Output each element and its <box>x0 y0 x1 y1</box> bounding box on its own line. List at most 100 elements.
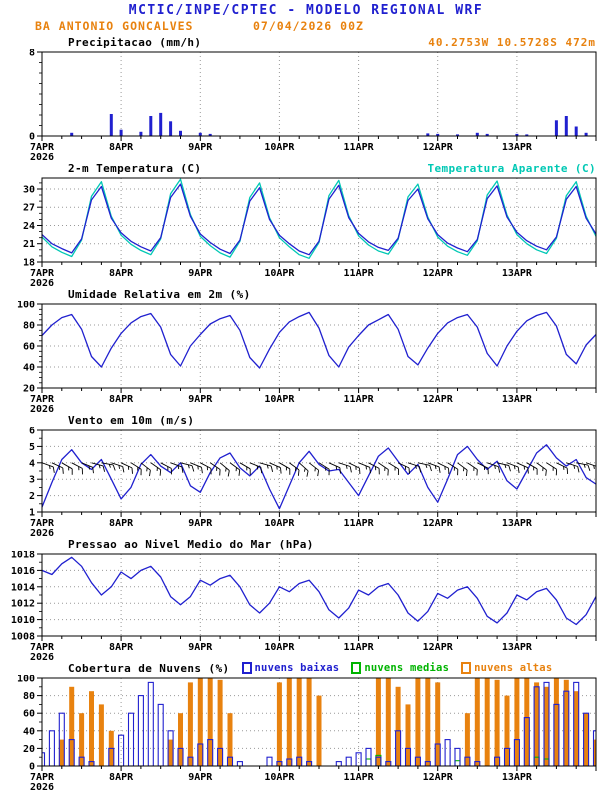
svg-text:7APR: 7APR <box>30 772 55 783</box>
svg-text:12APR: 12APR <box>423 394 454 405</box>
high-clouds-swatch-icon <box>461 662 472 674</box>
panel-title-wind: Vento em 10m (m/s) <box>68 413 195 427</box>
svg-text:2026: 2026 <box>30 782 54 790</box>
svg-text:27: 27 <box>23 203 35 214</box>
panel-title-temperature: 2-m Temperatura (C) <box>68 161 202 175</box>
panel-title-clouds: Cobertura de Nuvens (%) <box>68 661 230 675</box>
svg-text:2026: 2026 <box>30 528 54 536</box>
svg-text:40: 40 <box>23 363 35 374</box>
legend-high-clouds: nuvens altas <box>461 662 552 674</box>
svg-text:2: 2 <box>29 491 35 502</box>
svg-text:80: 80 <box>23 321 35 332</box>
svg-text:1012: 1012 <box>11 599 35 610</box>
legend-mid-clouds: nuvens medias <box>351 662 449 674</box>
svg-text:9APR: 9APR <box>188 142 213 153</box>
svg-text:5: 5 <box>29 442 35 453</box>
svg-text:13APR: 13APR <box>502 268 533 279</box>
svg-text:1014: 1014 <box>11 582 35 593</box>
svg-text:11APR: 11APR <box>344 518 375 529</box>
panel-wind-header: Vento em 10m (m/s) <box>0 413 612 427</box>
header-line2: BA ANTONIO GONCALVES 07/04/2026 00Z <box>0 19 612 34</box>
legend-mid-clouds-label: nuvens medias <box>364 662 450 674</box>
svg-text:12APR: 12APR <box>423 642 454 653</box>
svg-text:8APR: 8APR <box>109 394 134 405</box>
svg-text:12APR: 12APR <box>423 142 454 153</box>
panel-pressure: Pressao ao Nivel Medio do Mar (hPa) 1008… <box>0 537 612 660</box>
svg-text:80: 80 <box>23 691 35 702</box>
svg-text:8APR: 8APR <box>109 642 134 653</box>
svg-text:12APR: 12APR <box>423 268 454 279</box>
panel-clouds: Cobertura de Nuvens (%) nuvens baixas nu… <box>0 661 612 790</box>
svg-text:18: 18 <box>23 258 35 269</box>
panel-wind: Vento em 10m (m/s) 1 2 3 4 5 6 7APR 2026 8APR 9AP… <box>0 413 612 536</box>
legend-low-clouds-label: nuvens baixas <box>254 662 340 674</box>
svg-text:7APR: 7APR <box>30 642 55 653</box>
svg-text:11APR: 11APR <box>344 772 375 783</box>
svg-text:10APR: 10APR <box>264 142 295 153</box>
svg-text:12APR: 12APR <box>423 772 454 783</box>
svg-text:21: 21 <box>23 239 35 250</box>
svg-text:9APR: 9APR <box>188 642 213 653</box>
panel-title-precipitation: Precipitacao (mm/h) <box>68 35 202 49</box>
svg-text:20: 20 <box>23 744 35 755</box>
svg-text:9APR: 9APR <box>188 394 213 405</box>
svg-text:0: 0 <box>29 132 35 143</box>
svg-text:13APR: 13APR <box>502 642 533 653</box>
svg-text:12APR: 12APR <box>423 518 454 529</box>
svg-text:7APR: 7APR <box>30 394 55 405</box>
run-datetime: 07/04/2026 00Z <box>253 19 364 33</box>
station-name: BA ANTONIO GONCALVES <box>35 19 194 33</box>
panel-precipitation-header: Precipitacao (mm/h) 40.2753W 10.5728S 47… <box>0 35 612 49</box>
svg-text:6: 6 <box>29 427 35 437</box>
svg-text:100: 100 <box>17 675 35 685</box>
svg-text:4: 4 <box>29 458 35 469</box>
svg-text:7APR: 7APR <box>30 268 55 279</box>
svg-text:60: 60 <box>23 709 35 720</box>
svg-text:11APR: 11APR <box>344 268 375 279</box>
svg-text:9APR: 9APR <box>188 268 213 279</box>
svg-text:10APR: 10APR <box>264 642 295 653</box>
svg-text:8APR: 8APR <box>109 518 134 529</box>
svg-text:2026: 2026 <box>30 278 54 286</box>
panel-temperature-header: 2-m Temperatura (C) Temperatura Aparente… <box>0 161 612 175</box>
svg-text:13APR: 13APR <box>502 142 533 153</box>
model-title: MCTIC/INPE/CPTEC - MODELO REGIONAL WRF <box>128 3 484 18</box>
svg-text:10APR: 10APR <box>264 772 295 783</box>
svg-text:2026: 2026 <box>30 404 54 412</box>
svg-text:1016: 1016 <box>11 566 35 577</box>
svg-text:1010: 1010 <box>11 615 35 626</box>
mid-clouds-swatch-icon <box>351 662 362 674</box>
panel-precipitation: Precipitacao (mm/h) 40.2753W 10.5728S 47… <box>0 35 612 160</box>
svg-text:2026: 2026 <box>30 152 54 160</box>
svg-text:1: 1 <box>29 508 35 519</box>
low-clouds-swatch-icon <box>241 662 252 674</box>
svg-text:11APR: 11APR <box>344 142 375 153</box>
svg-text:1018: 1018 <box>11 551 35 561</box>
panel-title-pressure: Pressao ao Nivel Medio do Mar (hPa) <box>68 537 314 551</box>
panel-title-humidity: Umidade Relativa em 2m (%) <box>68 287 251 301</box>
svg-text:11APR: 11APR <box>344 394 375 405</box>
svg-text:13APR: 13APR <box>502 772 533 783</box>
svg-text:9APR: 9APR <box>188 518 213 529</box>
panel-humidity: Umidade Relativa em 2m (%) 20 40 60 80 100 7A… <box>0 287 612 412</box>
svg-text:10APR: 10APR <box>264 518 295 529</box>
legend-low-clouds: nuvens baixas <box>241 662 340 674</box>
svg-text:40: 40 <box>23 726 35 737</box>
clouds-legend: nuvens baixas nuvens medias nuvens altas <box>241 662 553 674</box>
svg-text:8APR: 8APR <box>109 772 134 783</box>
panel-humidity-header: Umidade Relativa em 2m (%) <box>0 287 612 301</box>
panel-temperature: 2-m Temperatura (C) Temperatura Aparente… <box>0 161 612 286</box>
svg-text:3: 3 <box>29 475 35 486</box>
station-coordinates: 40.2753W 10.5728S 472m <box>428 35 596 49</box>
svg-text:8APR: 8APR <box>109 142 134 153</box>
svg-text:8APR: 8APR <box>109 268 134 279</box>
svg-text:10APR: 10APR <box>264 394 295 405</box>
svg-text:2026: 2026 <box>30 652 54 660</box>
svg-text:1008: 1008 <box>11 632 35 643</box>
